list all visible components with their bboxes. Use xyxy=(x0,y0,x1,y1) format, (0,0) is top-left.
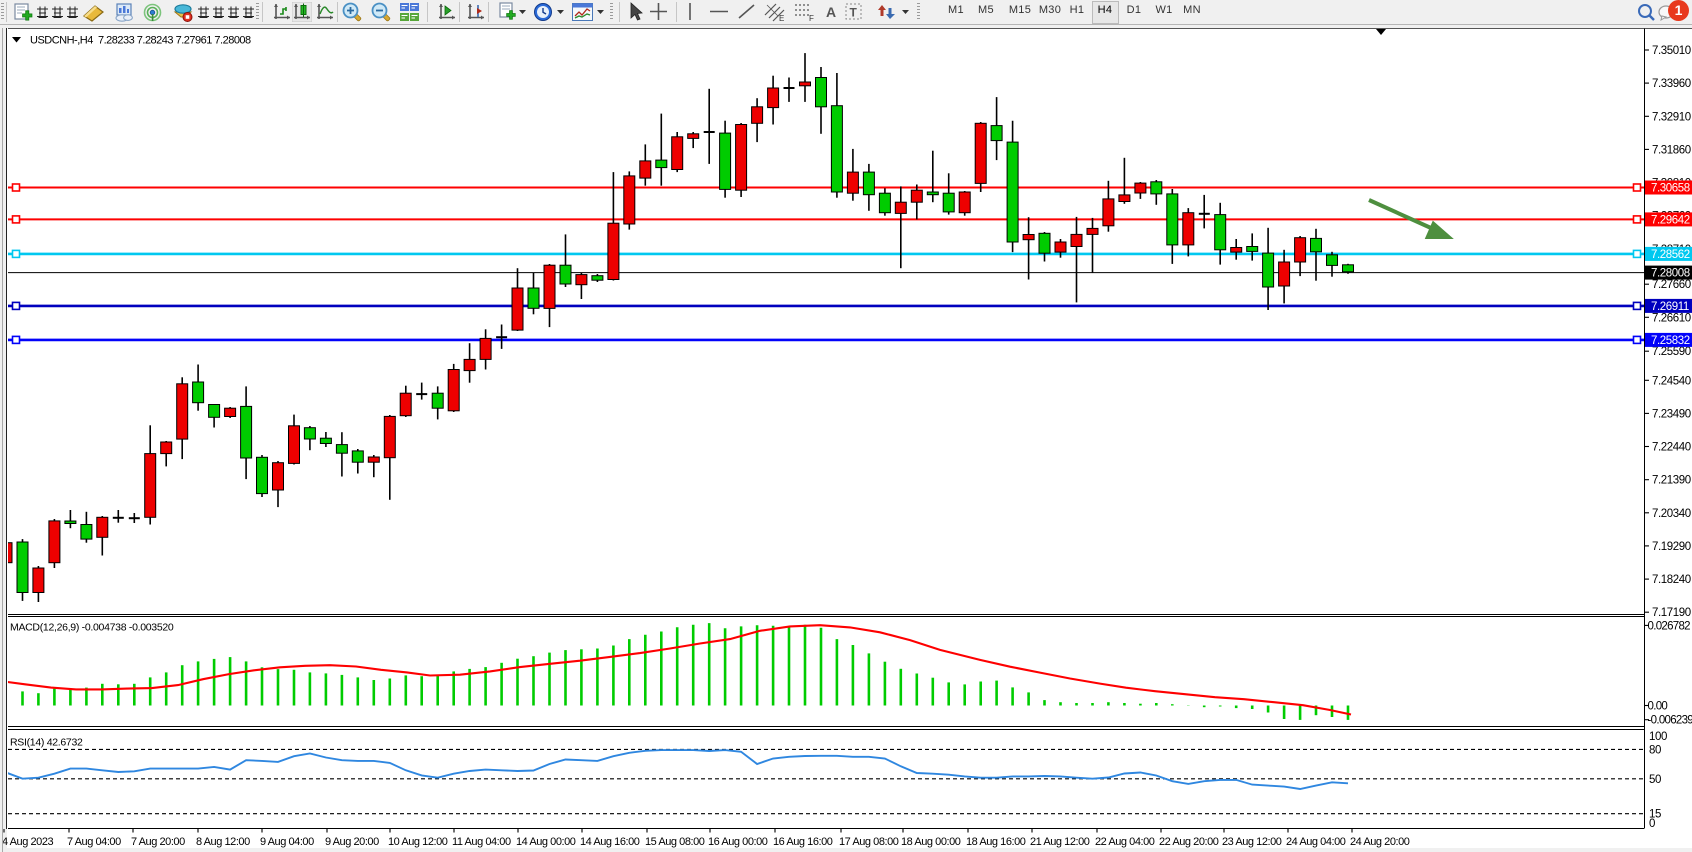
svg-text:7.19290: 7.19290 xyxy=(1652,541,1691,553)
svg-text:100: 100 xyxy=(1649,731,1667,743)
svg-text:7.24540: 7.24540 xyxy=(1652,375,1691,387)
svg-text:USDCNH-,H4 7.28233 7.28243 7.: USDCNH-,H4 7.28233 7.28243 7.27961 7.280… xyxy=(30,35,251,47)
svg-text:7.31860: 7.31860 xyxy=(1652,144,1691,156)
svg-text:T: T xyxy=(850,6,858,20)
svg-text:11 Aug 04:00: 11 Aug 04:00 xyxy=(452,836,511,848)
svg-text:7.17190: 7.17190 xyxy=(1652,607,1691,619)
svg-text:50: 50 xyxy=(1649,774,1661,786)
svg-text:15: 15 xyxy=(1649,809,1661,821)
svg-text:7 Aug 04:00: 7 Aug 04:00 xyxy=(67,836,121,848)
svg-text:-0.006239: -0.006239 xyxy=(1648,715,1692,727)
svg-text:22 Aug 04:00: 22 Aug 04:00 xyxy=(1095,836,1155,848)
svg-text:15 Aug 08:00: 15 Aug 08:00 xyxy=(645,836,705,848)
svg-text:16 Aug 16:00: 16 Aug 16:00 xyxy=(773,836,833,848)
svg-text:14 Aug 00:00: 14 Aug 00:00 xyxy=(516,836,576,848)
svg-text:7.25832: 7.25832 xyxy=(1651,335,1690,347)
svg-text:80: 80 xyxy=(1649,744,1661,756)
svg-text:18 Aug 00:00: 18 Aug 00:00 xyxy=(901,836,961,848)
svg-text:7.32910: 7.32910 xyxy=(1652,111,1691,123)
svg-text:7.35010: 7.35010 xyxy=(1652,45,1691,57)
svg-text:RSI(14) 42.6732: RSI(14) 42.6732 xyxy=(10,737,83,749)
svg-text:24 Aug 04:00: 24 Aug 04:00 xyxy=(1286,836,1346,848)
svg-text:7.27660: 7.27660 xyxy=(1652,279,1691,291)
svg-text:0.00: 0.00 xyxy=(1648,701,1668,713)
svg-text:E: E xyxy=(779,14,784,22)
svg-text:7.26911: 7.26911 xyxy=(1651,301,1689,313)
svg-text:7.20340: 7.20340 xyxy=(1652,508,1691,520)
svg-text:7.23490: 7.23490 xyxy=(1652,408,1691,420)
svg-text:7.21390: 7.21390 xyxy=(1652,475,1691,487)
svg-text:23 Aug 12:00: 23 Aug 12:00 xyxy=(1222,836,1282,848)
svg-text:0: 0 xyxy=(1649,818,1655,830)
svg-text:17 Aug 08:00: 17 Aug 08:00 xyxy=(839,836,899,848)
svg-text:7.33960: 7.33960 xyxy=(1652,78,1691,90)
svg-text:10 Aug 12:00: 10 Aug 12:00 xyxy=(388,836,448,848)
svg-text:7.29642: 7.29642 xyxy=(1651,214,1690,226)
svg-text:7.28008: 7.28008 xyxy=(1651,268,1690,280)
svg-text:8 Aug 12:00: 8 Aug 12:00 xyxy=(196,836,250,848)
svg-text:9 Aug 04:00: 9 Aug 04:00 xyxy=(260,836,314,848)
svg-text:21 Aug 12:00: 21 Aug 12:00 xyxy=(1030,836,1090,848)
svg-text:7.25590: 7.25590 xyxy=(1652,346,1691,358)
svg-text:18 Aug 16:00: 18 Aug 16:00 xyxy=(966,836,1026,848)
svg-text:7.30658: 7.30658 xyxy=(1651,183,1690,195)
svg-text:7.28562: 7.28562 xyxy=(1651,249,1690,261)
svg-text:7.18240: 7.18240 xyxy=(1652,574,1691,586)
svg-text:16 Aug 00:00: 16 Aug 00:00 xyxy=(708,836,768,848)
svg-text:4 Aug 2023: 4 Aug 2023 xyxy=(2,836,53,848)
svg-text:9 Aug 20:00: 9 Aug 20:00 xyxy=(325,836,379,848)
svg-text:7.22440: 7.22440 xyxy=(1652,442,1691,454)
svg-text:F: F xyxy=(809,14,814,22)
svg-text:7 Aug 20:00: 7 Aug 20:00 xyxy=(131,836,185,848)
svg-text:0.026782: 0.026782 xyxy=(1648,620,1691,632)
svg-text:MACD(12,26,9) -0.004738 -0.003: MACD(12,26,9) -0.004738 -0.003520 xyxy=(10,622,174,634)
svg-text:22 Aug 20:00: 22 Aug 20:00 xyxy=(1159,836,1219,848)
svg-text:24 Aug 20:00: 24 Aug 20:00 xyxy=(1350,836,1410,848)
svg-text:7.26610: 7.26610 xyxy=(1652,312,1691,324)
svg-text:14 Aug 16:00: 14 Aug 16:00 xyxy=(580,836,640,848)
